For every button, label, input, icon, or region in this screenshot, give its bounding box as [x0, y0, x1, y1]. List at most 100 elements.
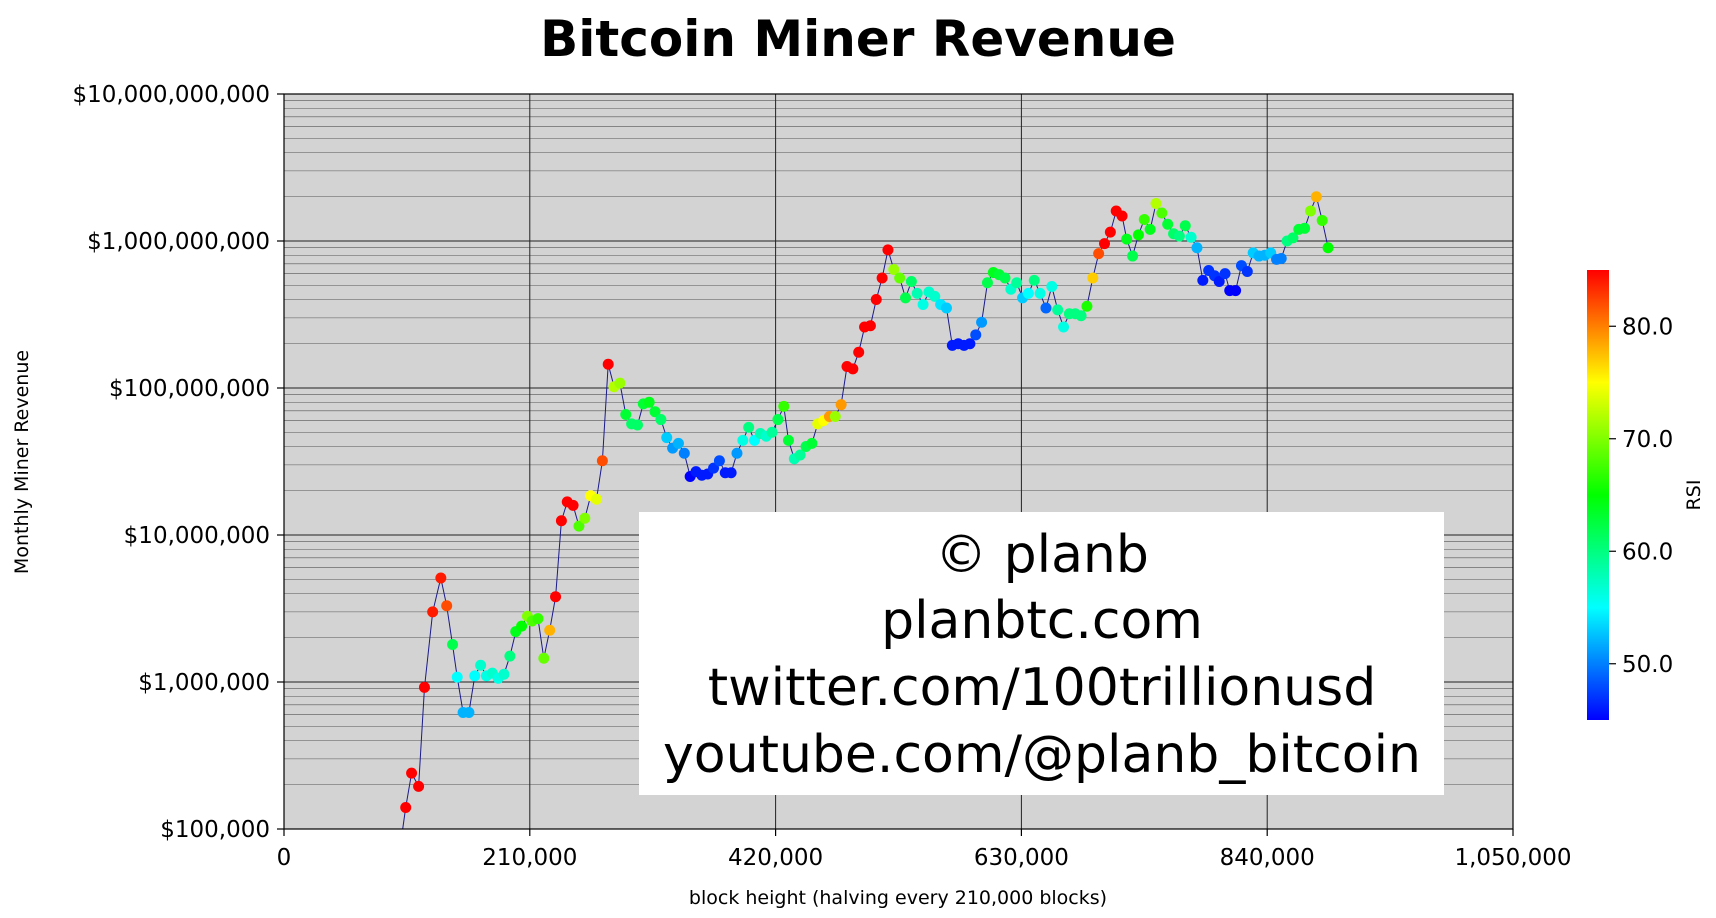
x-tick-label: 630,000 [974, 845, 1069, 871]
y-tick-label: $1,000,000,000 [87, 229, 270, 255]
data-point [413, 780, 425, 792]
data-point [1316, 214, 1328, 226]
data-point [1138, 214, 1150, 226]
data-point [976, 316, 988, 328]
data-point [1075, 310, 1087, 322]
data-point [435, 572, 447, 584]
data-point [970, 329, 982, 341]
x-tick-label: 1,050,000 [1454, 845, 1571, 871]
data-point [672, 437, 684, 449]
data-point [516, 620, 528, 632]
data-point [532, 613, 544, 625]
data-point [655, 414, 667, 426]
data-point [463, 707, 475, 719]
plot-border [283, 93, 1514, 830]
data-point [772, 414, 784, 426]
data-point [888, 263, 900, 275]
data-point [1185, 231, 1197, 243]
data-point [469, 670, 481, 682]
data-point [829, 410, 841, 422]
y-tick-label: $10,000,000 [124, 523, 270, 549]
data-point [1230, 285, 1242, 297]
data-point [1104, 226, 1116, 238]
data-point [475, 659, 487, 671]
y-axis-ticks: $100,000 $1,000,000 $10,000,000 $100,000,00… [72, 82, 284, 843]
data-point [567, 499, 579, 511]
data-point [905, 276, 917, 288]
data-point [870, 293, 882, 305]
colorbar [1587, 270, 1609, 720]
data-point [544, 624, 556, 636]
data-point [678, 447, 690, 459]
data-point [999, 272, 1011, 284]
data-point [596, 455, 608, 467]
data-point [900, 292, 912, 304]
y-tick-label: $100,000,000 [109, 376, 270, 402]
data-point [1116, 210, 1128, 222]
data-point [1011, 277, 1023, 289]
data-point [847, 363, 859, 375]
data-point [708, 462, 720, 474]
data-point [1028, 274, 1040, 286]
data-point [1034, 287, 1046, 299]
data-point [940, 302, 952, 314]
data-point [806, 437, 818, 449]
x-tick-label: 840,000 [1220, 845, 1315, 871]
x-tick-label: 420,000 [728, 845, 823, 871]
data-point [876, 272, 888, 284]
data-point [917, 298, 929, 310]
data-point [964, 338, 976, 350]
data-point [649, 406, 661, 418]
data-point [1173, 230, 1185, 242]
data-point [743, 421, 755, 433]
x-axis-label: block height (halving every 210,000 bloc… [689, 887, 1107, 909]
data-point [894, 272, 906, 284]
data-point [981, 277, 993, 289]
data-point [1058, 321, 1070, 333]
watermark-box: © planb planbtc.com twitter.com/100trill… [639, 512, 1444, 795]
data-point [1191, 242, 1203, 254]
data-point [661, 432, 673, 444]
data-point [427, 606, 439, 618]
data-point [1305, 205, 1317, 217]
data-point [1127, 250, 1139, 262]
data-point [864, 320, 876, 332]
data-point [631, 419, 643, 431]
y-axis-label: Monthly Miner Revenue [11, 350, 33, 574]
data-point [1046, 281, 1058, 293]
data-point [1241, 266, 1253, 278]
data-point [573, 520, 585, 532]
data-point [406, 767, 418, 779]
data-point [602, 358, 614, 370]
data-point [1287, 232, 1299, 244]
data-point [447, 638, 459, 650]
data-point [1213, 276, 1225, 288]
data-point [794, 449, 806, 461]
data-point [835, 399, 847, 411]
data-point [1052, 304, 1064, 316]
data-point [737, 434, 749, 446]
data-point [579, 512, 591, 524]
data-point [620, 409, 632, 421]
y-tick-label: $10,000,000,000 [72, 82, 270, 108]
watermark-line-4: youtube.com/@planb_bitcoin [663, 725, 1421, 785]
data-point [550, 591, 562, 603]
x-tick-label: 210,000 [482, 845, 577, 871]
colorbar-ticks: 50.0 60.0 70.0 80.0 [1609, 314, 1673, 678]
data-points [400, 191, 1334, 814]
data-point [538, 652, 550, 664]
colorbar-tick-label: 50.0 [1622, 652, 1673, 678]
data-point [882, 244, 894, 256]
data-point [1022, 287, 1034, 299]
data-point [911, 287, 923, 299]
data-point [643, 396, 655, 408]
watermark-line-1: © planb [935, 525, 1149, 585]
data-point [1219, 268, 1231, 280]
data-point [1132, 229, 1144, 241]
data-point [1299, 222, 1311, 234]
watermark-line-2: planbtc.com [881, 591, 1203, 651]
data-point [418, 681, 430, 693]
data-point [1093, 248, 1105, 260]
x-axis-ticks: 0 210,000 420,000 630,000 840,000 1,050,000 [277, 829, 1572, 871]
